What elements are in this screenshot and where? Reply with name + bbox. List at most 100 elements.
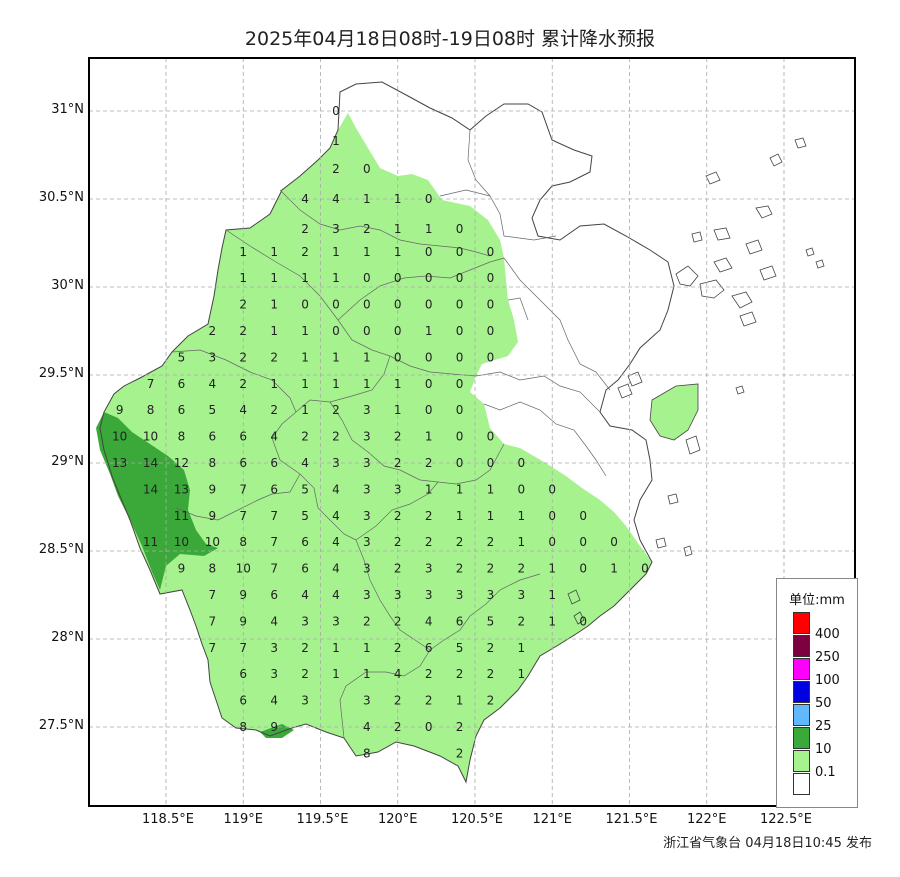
rain-value: 0	[487, 245, 495, 259]
legend-swatch	[793, 773, 810, 795]
rain-value: 4	[332, 192, 340, 206]
legend-label: 400	[815, 627, 840, 642]
rain-value: 7	[239, 482, 247, 496]
rain-value: 1	[239, 271, 247, 285]
rain-value: 0	[425, 720, 433, 734]
rain-value: 4	[239, 403, 247, 417]
rain-value: 2	[394, 720, 402, 734]
rain-value: 9	[239, 588, 247, 602]
rain-value: 3	[363, 482, 371, 496]
rain-value: 3	[487, 588, 495, 602]
rain-value: 1	[456, 509, 464, 523]
rain-value: 0	[425, 271, 433, 285]
rain-value: 0	[487, 430, 495, 444]
rain-value: 3	[363, 562, 371, 576]
lat-label: 31°N	[51, 102, 84, 117]
rain-value: 10	[112, 430, 127, 444]
rain-value: 3	[363, 535, 371, 549]
rain-value: 0	[456, 324, 464, 338]
legend-swatch	[793, 635, 810, 657]
rain-value: 1	[394, 245, 402, 259]
rain-value: 2	[394, 694, 402, 708]
rain-value: 6	[209, 430, 217, 444]
rain-value: 0	[487, 456, 495, 470]
rain-value: 1	[301, 350, 309, 364]
rain-value: 2	[394, 562, 402, 576]
rain-value: 3	[363, 694, 371, 708]
rain-value: 2	[487, 694, 495, 708]
rain-value: 4	[394, 667, 402, 681]
rain-value: 0	[548, 535, 556, 549]
rain-value: 0	[425, 192, 433, 206]
rain-value: 1	[332, 271, 340, 285]
rain-value: 2	[518, 562, 526, 576]
rain-value: 7	[147, 377, 155, 391]
rain-value: 1	[270, 324, 278, 338]
rain-value: 9	[209, 482, 217, 496]
legend-label: 250	[815, 650, 840, 665]
rain-value: 0	[456, 245, 464, 259]
rain-value: 4	[332, 509, 340, 523]
rain-value: 3	[209, 350, 217, 364]
lon-label: 121.5°E	[605, 812, 658, 827]
rain-value: 9	[209, 509, 217, 523]
rain-value: 7	[270, 509, 278, 523]
rain-value: 1	[518, 667, 526, 681]
rain-value: 4	[301, 588, 309, 602]
rain-value: 1	[301, 377, 309, 391]
rain-value: 6	[239, 667, 247, 681]
rain-value: 0	[610, 535, 618, 549]
rain-value: 0	[301, 298, 309, 312]
rain-value: 3	[270, 667, 278, 681]
rain-value: 1	[332, 641, 340, 655]
rain-value: 1	[548, 562, 556, 576]
rain-value: 10	[143, 430, 158, 444]
province-outline	[99, 81, 675, 784]
rain-value: 1	[548, 614, 556, 628]
rain-area-island	[650, 384, 698, 440]
rain-value: 0	[456, 456, 464, 470]
rain-value: 0	[579, 535, 587, 549]
rain-value: 1	[301, 271, 309, 285]
rain-value: 1	[394, 377, 402, 391]
rain-value: 2	[394, 535, 402, 549]
rain-value-labels: 012 04 4 1 1 02 3 2 1 1 01 1 2 1 1 1 0 0 01 1 1 1 0 0 0 0 02 1 0 0 0 0 0…	[112, 104, 649, 760]
rain-value: 2	[301, 245, 309, 259]
rain-value: 1	[425, 324, 433, 338]
rain-value: 1	[270, 377, 278, 391]
rain-value: 11	[143, 535, 158, 549]
rain-value: 1	[518, 509, 526, 523]
rain-value: 13	[174, 482, 189, 496]
legend: 单位:mm 400 250 100 50 25 10 0.1	[776, 578, 858, 808]
rain-value: 7	[209, 614, 217, 628]
rain-value: 1	[363, 641, 371, 655]
legend-swatch	[793, 658, 810, 680]
rain-value: 0	[394, 324, 402, 338]
legend-label: 0.1	[815, 765, 836, 780]
rain-value: 1	[332, 134, 340, 148]
rain-value: 0	[425, 377, 433, 391]
rain-value: 1	[363, 192, 371, 206]
rain-value: 2	[332, 162, 340, 176]
rain-value: 4	[270, 614, 278, 628]
rain-value: 2	[270, 403, 278, 417]
rain-value: 5	[456, 641, 464, 655]
lat-label: 30°N	[51, 278, 84, 293]
rain-value: 0	[363, 298, 371, 312]
rain-value: 4	[270, 694, 278, 708]
rain-value: 6	[270, 588, 278, 602]
rain-value: 1	[487, 482, 495, 496]
rain-value: 6	[239, 430, 247, 444]
legend-label: 100	[815, 673, 840, 688]
rain-value: 0	[518, 456, 526, 470]
rain-value: 0	[456, 377, 464, 391]
rain-value: 1	[363, 350, 371, 364]
legend-swatch	[793, 727, 810, 749]
rain-value: 0	[332, 104, 340, 118]
rain-value: 7	[209, 641, 217, 655]
lon-label: 122.5°E	[760, 812, 812, 827]
lon-label: 120°E	[377, 812, 418, 827]
rain-value: 3	[332, 222, 340, 236]
rain-value: 8	[147, 403, 155, 417]
